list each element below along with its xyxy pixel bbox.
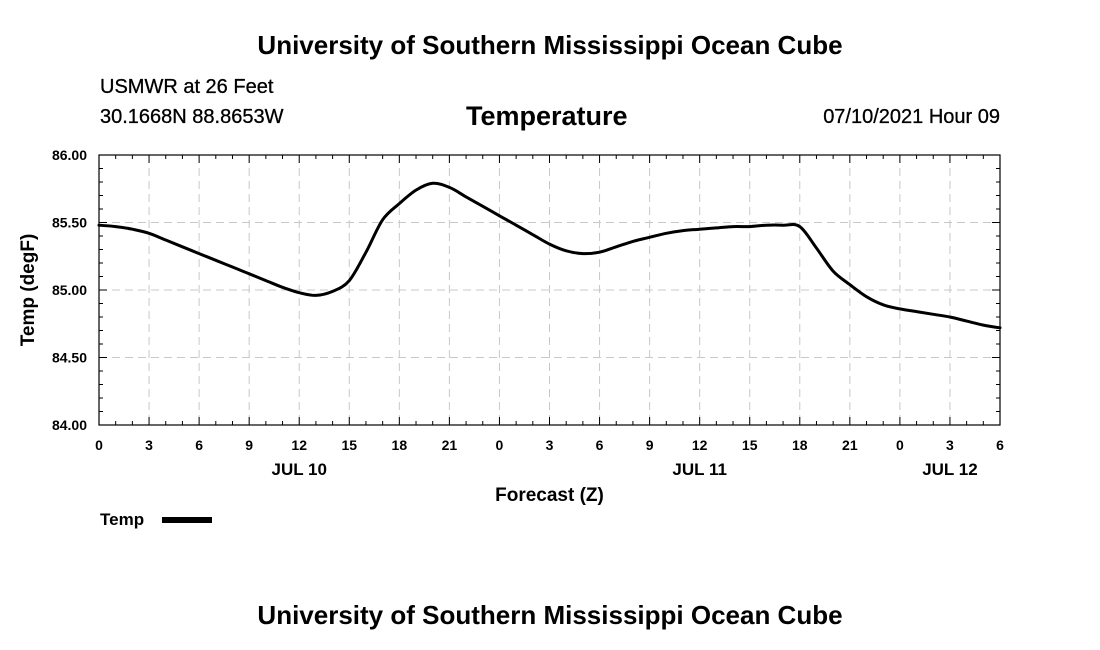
x-tick-label: 0 [896, 437, 904, 453]
x-tick-label: 9 [646, 437, 654, 453]
x-tick-label: 0 [496, 437, 504, 453]
coordinates-label: 30.1668N 88.8653W [100, 106, 284, 128]
legend-label: Temp [100, 510, 145, 529]
page-title: University of Southern Mississippi Ocean… [257, 30, 843, 60]
x-tick-label: 21 [842, 437, 858, 453]
station-label: USMWR at 26 Feet [100, 76, 274, 98]
y-tick-label: 85.00 [52, 282, 87, 298]
x-tick-label: 6 [996, 437, 1004, 453]
chart-title: Temperature [466, 101, 628, 131]
x-tick-label: 3 [145, 437, 153, 453]
y-axis-title: Temp (degF) [18, 234, 39, 347]
x-date-label: JUL 10 [271, 460, 326, 479]
x-tick-label: 15 [742, 437, 758, 453]
forecast-datetime: 07/10/2021 Hour 09 [823, 106, 1000, 128]
x-tick-label: 21 [442, 437, 458, 453]
x-axis-title: Forecast (Z) [495, 485, 604, 506]
legend-swatch [162, 517, 212, 523]
x-tick-label: 12 [692, 437, 708, 453]
x-tick-label: 18 [392, 437, 408, 453]
axis-ticks [98, 154, 1001, 426]
x-tick-label: 9 [245, 437, 253, 453]
x-tick-label: 18 [792, 437, 808, 453]
x-tick-label: 12 [291, 437, 307, 453]
x-tick-label: 6 [195, 437, 203, 453]
y-tick-label: 84.50 [52, 350, 87, 366]
axis-labels: 0 3 6 9 12 15 18 21 0 3 6 9 12 15 18 21 0 3 6 84.00 84.50 85.… [52, 147, 1004, 479]
x-date-label: JUL 11 [672, 460, 727, 479]
y-tick-label: 86.00 [52, 147, 87, 163]
x-tick-label: 3 [946, 437, 954, 453]
series-line-temp [97, 181, 1002, 330]
x-date-label: JUL 12 [922, 460, 977, 479]
x-tick-label: 0 [95, 437, 103, 453]
grid [99, 155, 1000, 425]
footer-title: University of Southern Mississippi Ocean… [257, 600, 843, 630]
x-tick-label: 6 [596, 437, 604, 453]
x-tick-label: 3 [546, 437, 554, 453]
y-tick-label: 85.50 [52, 215, 87, 231]
y-tick-label: 84.00 [52, 417, 87, 433]
x-tick-label: 15 [341, 437, 357, 453]
